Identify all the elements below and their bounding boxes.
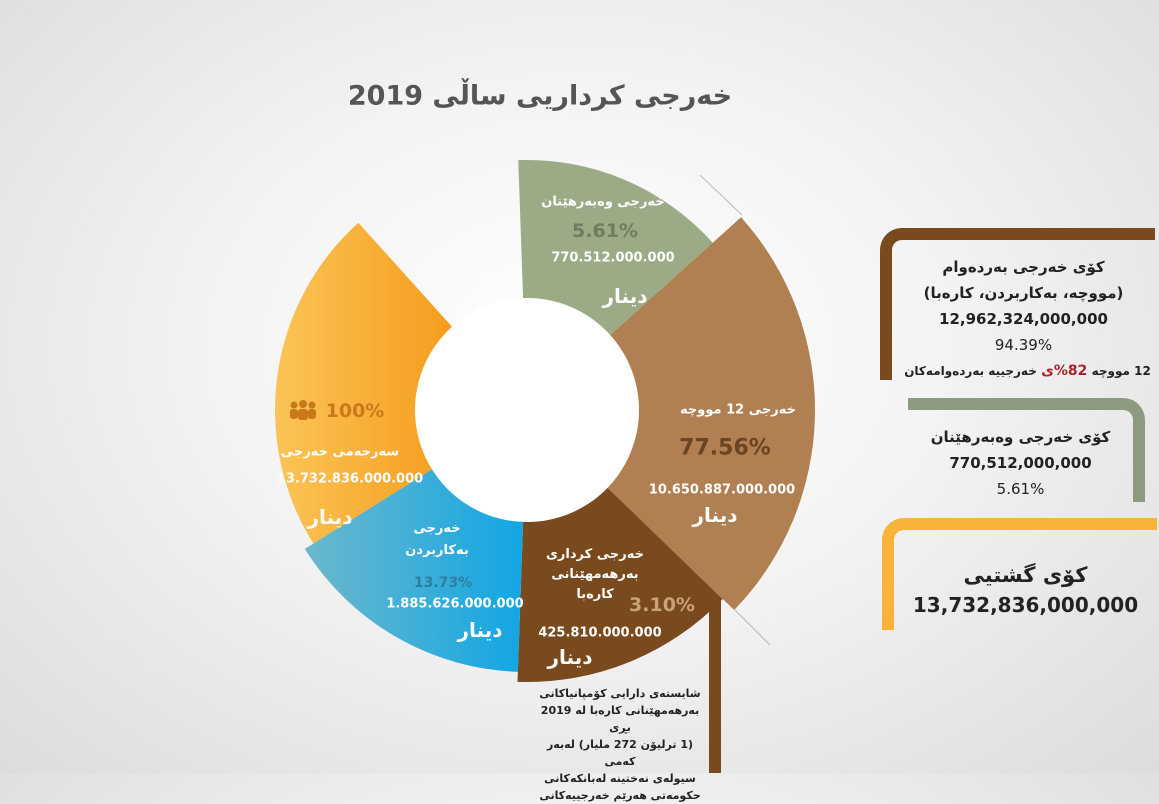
panel-amount: 770,512,000,000 (949, 454, 1092, 472)
sector (304, 465, 524, 672)
sector (274, 222, 457, 544)
segment-label: خەرجی وەبەرهێنان (541, 194, 665, 210)
donut-hole (415, 298, 639, 522)
segment-label: خەرجی 12 مووچە (680, 402, 796, 418)
sectors (274, 160, 815, 682)
people-icon (290, 400, 316, 420)
panel-percent: 5.61% (996, 480, 1045, 498)
segment-unit: دینار (692, 503, 738, 527)
segment-label: خەرجی کرداری بەرهەمهێنانی کارەبا (546, 547, 644, 602)
segment-percent: 3.10% (629, 594, 695, 616)
note-end: خەرجییە بەردەوامەکان (904, 364, 1037, 378)
sector (518, 160, 713, 340)
segment-percent: 100% (325, 400, 385, 422)
segment-label: خەرجی بەکاربردن (405, 521, 469, 558)
segment-amount: 10.650.887.000.000 (648, 482, 796, 498)
panel-title: کۆی گشتیی (963, 563, 1088, 587)
segment-percent: 5.61% (572, 220, 638, 242)
panel-amount: 12,962,324,000,000 (939, 310, 1108, 328)
panel-title: کۆی خەرجی وەبەرهێنان (930, 428, 1111, 446)
panel-note: 12 مووچە 82%ی خەرجییە بەردەوامەکان (892, 358, 1159, 384)
segment-amount: 13.732.836.000.000 (276, 471, 424, 487)
panel-percent: 94.39% (994, 336, 1053, 354)
note-start: 12 مووچە (1091, 364, 1151, 378)
note-line: بەرهەمهێنانی کارەبا لە 2019 بڕی (540, 704, 700, 734)
panel-subtitle: (مووچە، بەکاربردن، کارەبا) (923, 284, 1124, 302)
note: شایستەی دارایی کۆمپانیاکانی بەرهەمهێنانی … (535, 685, 705, 804)
note-line: حکومەتی هەرێم خەرجییەکانی (539, 789, 701, 802)
panel-title: کۆی خەرجی بەردەوام (942, 258, 1105, 276)
segment-percent: 13.73% (413, 575, 473, 591)
graphic (274, 160, 815, 773)
guide-line (699, 174, 743, 216)
note-line: (1 ترلیۆن 272 ملیار) لەبەر کەمی (546, 738, 694, 768)
segment-amount: 770.512.000.000 (551, 250, 675, 266)
segment-amount: 425.810.000.000 (538, 625, 662, 641)
segment-amount: 1.885.626.000.000 (386, 596, 524, 612)
sector (517, 482, 723, 682)
title: خەرجی کرداریی ساڵی 2019 (347, 80, 733, 112)
segment-unit: دینار (307, 505, 353, 529)
note-line: شایستەی دارایی کۆمپانیاکانی (539, 687, 701, 700)
segment-unit: دینار (457, 618, 503, 642)
segment-unit: دینار (547, 645, 593, 669)
panel: کۆی خەرجی بەردەوام (مووچە، بەکاربردن، کا… (880, 228, 1155, 380)
sector (602, 217, 815, 611)
panel: کۆی خەرجی وەبەرهێنان 770,512,000,000 5.6… (908, 398, 1145, 502)
note-bar (709, 600, 721, 773)
note-highlight: 82%ی (1041, 363, 1088, 379)
segment-percent: 77.56% (679, 435, 771, 461)
segment-unit: دینار (602, 284, 648, 308)
panel-amount: 13,732,836,000,000 (912, 593, 1139, 617)
guide-line (734, 609, 771, 646)
panel: کۆی گشتیی 13,732,836,000,000 (882, 518, 1157, 630)
segment-label: سەرجەمی خەرجی (280, 444, 400, 460)
